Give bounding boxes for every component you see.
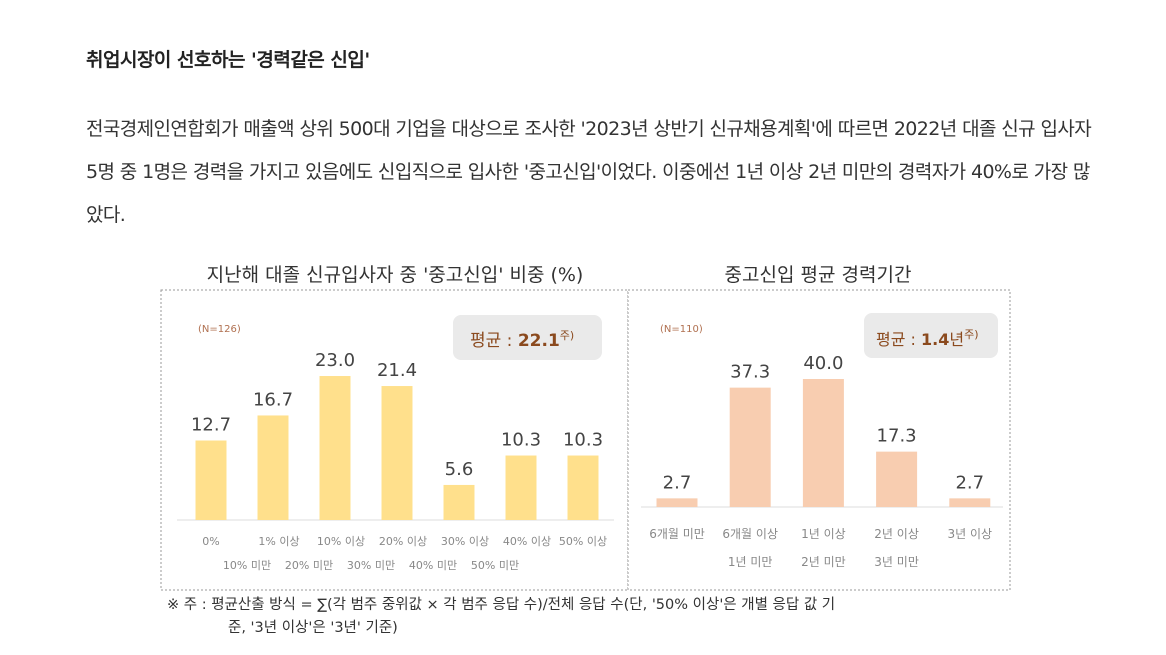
right-category-label: 1년 이상	[801, 527, 846, 541]
right-category-label: 2년 미만	[801, 555, 846, 569]
left-value-label: 23.0	[315, 350, 355, 371]
badge-prefix: 평균 :	[876, 330, 921, 349]
right-average-badge: 평균 : 1.4년주)	[864, 313, 998, 358]
right-value-label: 17.3	[877, 426, 917, 447]
badge-value: 22.1	[518, 331, 560, 351]
left-category-label: 30% 이상	[441, 535, 489, 548]
right-bar	[949, 498, 991, 507]
left-category-label: 10% 이상	[317, 535, 365, 548]
left-category-label: 20% 이상	[379, 535, 427, 548]
left-category-label: 30% 미만	[347, 559, 395, 572]
left-value-label: 21.4	[377, 360, 417, 381]
article-paragraph: 전국경제인연합회가 매출액 상위 500대 기업을 대상으로 조사한 '2023…	[86, 118, 1092, 226]
right-value-label: 2.7	[663, 472, 692, 493]
footnote-line1: ※ 주 : 평균산출 방식 = ∑(각 범주 중위값 × 각 범주 응답 수)/…	[167, 596, 835, 613]
left-bar	[257, 415, 289, 520]
left-chart-title: 지난해 대졸 신규입사자 중 '중고신입' 비중 (%)	[207, 264, 584, 286]
left-category-label: 20% 미만	[285, 559, 333, 572]
left-n-label: (N=126)	[198, 324, 241, 335]
left-category-label: 40% 이상	[503, 535, 551, 548]
right-category-label: 2년 이상	[874, 527, 919, 541]
badge-prefix: 평균 :	[470, 331, 518, 351]
left-bar	[567, 455, 599, 520]
right-n-label: (N=110)	[660, 324, 703, 335]
left-category-label: 0%	[202, 535, 219, 548]
left-bar	[195, 440, 227, 520]
right-bar	[802, 379, 844, 507]
left-value-label: 10.3	[501, 430, 541, 451]
right-category-label: 1년 미만	[728, 555, 773, 569]
right-value-label: 40.0	[803, 353, 843, 374]
badge-suffix: 년	[949, 330, 964, 349]
right-bar	[876, 451, 918, 507]
left-average-badge: 평균 : 22.1주)	[453, 315, 602, 360]
article-heading: 취업시장이 선호하는 '경력같은 신입'	[86, 49, 370, 71]
svg-text:평균 : 22.1주): 평균 : 22.1주)	[470, 329, 574, 351]
left-category-label: 50% 미만	[471, 559, 519, 572]
badge-note: 주)	[560, 329, 574, 342]
right-value-label: 2.7	[955, 472, 984, 493]
right-chart-title: 중고신입 평균 경력기간	[725, 264, 912, 286]
right-category-label: 6개월 이상	[722, 527, 778, 541]
svg-text:평균 : 1.4년주): 평균 : 1.4년주)	[876, 328, 979, 349]
right-category-label: 3년 이상	[948, 527, 993, 541]
left-value-label: 10.3	[563, 430, 603, 451]
right-bar	[656, 498, 698, 507]
left-value-label: 12.7	[191, 414, 231, 435]
left-value-label: 16.7	[253, 389, 293, 410]
left-bar	[319, 376, 351, 520]
left-category-label: 10% 미만	[223, 559, 271, 572]
right-category-label: 3년 미만	[874, 555, 919, 569]
footnote-line2: 준, '3년 이상'은 '3년' 기준)	[228, 619, 398, 636]
left-value-label: 5.6	[445, 459, 474, 480]
left-category-label: 40% 미만	[409, 559, 457, 572]
left-category-label: 1% 이상	[258, 535, 299, 548]
left-bar	[381, 386, 413, 520]
right-category-label: 6개월 미만	[649, 527, 705, 541]
left-bar	[443, 484, 475, 520]
left-bar	[505, 455, 537, 520]
badge-note: 주)	[964, 328, 978, 341]
badge-value: 1.4	[921, 330, 949, 349]
left-category-label: 50% 이상	[559, 535, 607, 548]
right-value-label: 37.3	[730, 362, 770, 383]
right-bar	[729, 387, 771, 507]
